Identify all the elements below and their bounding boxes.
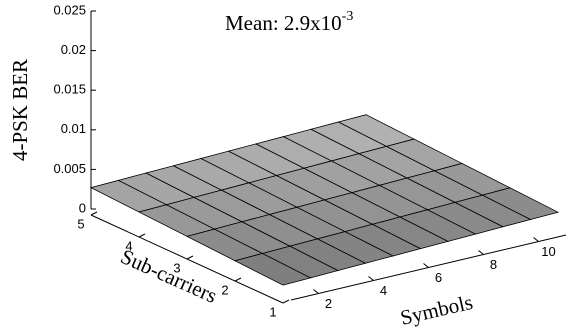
annotation-superscript: -3 [342, 9, 354, 24]
z-axis-label: 4-PSK BER [8, 59, 32, 161]
z-tick-label: 0.005 [53, 161, 86, 176]
z-tick-label: 0.025 [53, 2, 86, 17]
z-tick-label: 0.02 [61, 42, 86, 57]
x-tick [313, 289, 319, 294]
x-tick-label: 4 [380, 283, 387, 298]
x-tick [478, 250, 484, 255]
x-tick [533, 237, 539, 242]
y-tick [90, 211, 98, 216]
surface-patch [481, 187, 560, 220]
y-tick-label: 5 [77, 216, 84, 231]
x-tick [423, 263, 429, 268]
z-tick-label: 0.01 [61, 121, 86, 136]
annotation: Mean: 2.9x10-3 [225, 9, 353, 35]
y-tick [282, 299, 290, 304]
x-tick-label: 10 [541, 244, 555, 259]
y-tick [138, 233, 146, 238]
y-tick [234, 277, 242, 282]
annotation-text: Mean: 2.9x10 [225, 11, 342, 35]
y-tick [186, 255, 194, 260]
y-tick-label: 4 [125, 238, 132, 253]
x-tick [368, 276, 374, 281]
x-axis-label: Symbols [398, 290, 475, 330]
y-tick-label: 1 [269, 304, 276, 319]
z-tick-label: 0 [79, 200, 86, 215]
z-tick-label: 0.015 [53, 82, 86, 97]
y-tick-label: 2 [221, 282, 228, 297]
x-tick-label: 8 [490, 257, 497, 272]
x-tick-label: 2 [325, 296, 332, 311]
x-tick-label: 6 [435, 270, 442, 285]
y-axis-label: Sub-carriers [117, 244, 221, 308]
y-tick-label: 3 [173, 260, 180, 275]
